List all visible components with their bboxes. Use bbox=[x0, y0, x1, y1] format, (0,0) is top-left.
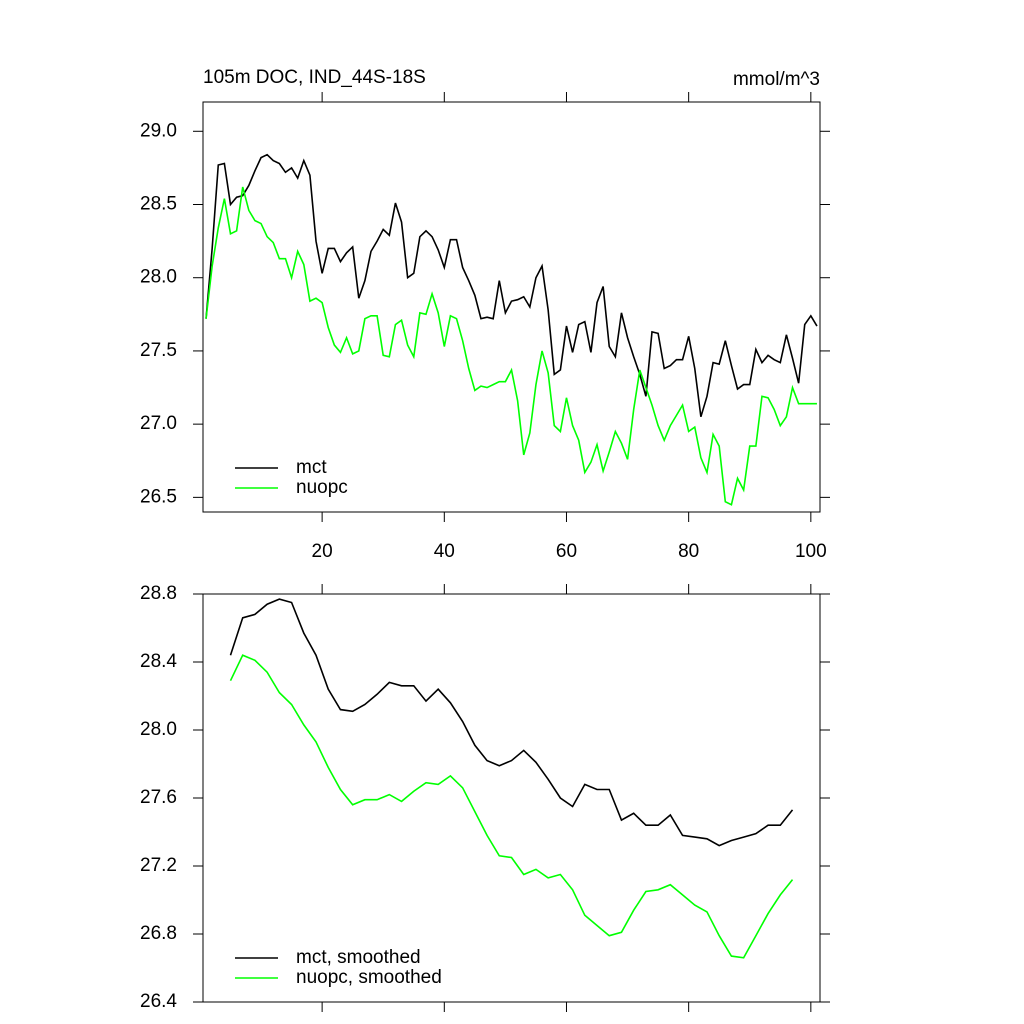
x-tick-label: 20 bbox=[312, 541, 333, 562]
legend-label: nuopc, smoothed bbox=[296, 967, 442, 988]
y-tick-label: 28.0 bbox=[140, 719, 177, 740]
y-tick-label: 27.2 bbox=[140, 855, 177, 876]
legend-label: mct, smoothed bbox=[296, 947, 421, 968]
y-tick-label: 28.0 bbox=[140, 267, 177, 288]
data-line bbox=[229, 654, 794, 959]
legend-label: mct bbox=[296, 457, 327, 478]
data-line bbox=[205, 153, 818, 418]
y-tick-label: 26.5 bbox=[140, 486, 177, 507]
data-line bbox=[205, 186, 817, 506]
x-tick-label: 40 bbox=[434, 541, 455, 562]
data-line bbox=[229, 598, 794, 847]
plot-frame bbox=[202, 593, 821, 1003]
plot-frame bbox=[202, 101, 821, 513]
y-tick-label: 29.0 bbox=[140, 120, 177, 141]
y-tick-label: 27.0 bbox=[140, 413, 177, 434]
y-tick-label: 27.6 bbox=[140, 787, 177, 808]
y-tick-label: 27.5 bbox=[140, 340, 177, 361]
y-tick-label: 28.8 bbox=[140, 583, 177, 604]
chart-title: 105m DOC, IND_44S-18S bbox=[203, 67, 426, 88]
y-tick-label: 28.5 bbox=[140, 194, 177, 215]
x-tick-label: 80 bbox=[678, 541, 699, 562]
y-tick-label: 26.4 bbox=[140, 991, 177, 1012]
x-tick-label: 100 bbox=[795, 541, 827, 562]
legend-label: nuopc bbox=[296, 477, 348, 498]
y-tick-label: 26.8 bbox=[140, 923, 177, 944]
y-tick-label: 28.4 bbox=[140, 651, 177, 672]
x-tick-label: 60 bbox=[556, 541, 577, 562]
units-label: mmol/m^3 bbox=[733, 69, 820, 90]
